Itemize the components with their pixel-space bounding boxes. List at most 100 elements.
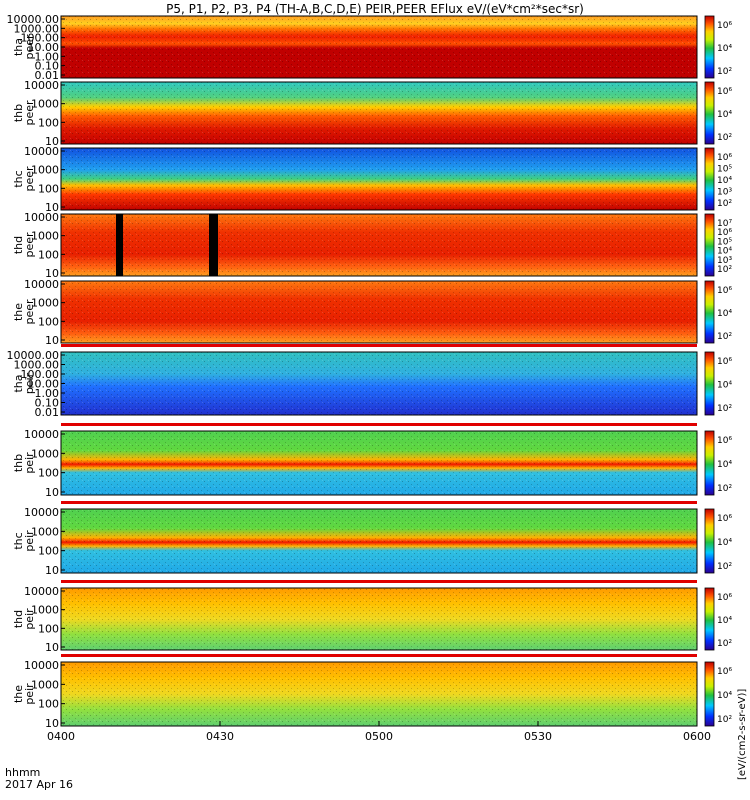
- y-tick-label: 100.00: [21, 368, 60, 381]
- colorbar-tick-label: 10⁶: [717, 593, 732, 603]
- colorbar-tick-label: 10²: [717, 715, 732, 725]
- colorbar-tick-label: 10⁶: [717, 667, 732, 677]
- x-tick-label: 0500: [365, 730, 393, 743]
- spectrogram-texture: [61, 588, 697, 650]
- colorbar-tick-label: 10⁴: [717, 538, 732, 548]
- colorbar-tick-label: 10⁶: [717, 514, 732, 524]
- panel-label: peir: [23, 683, 36, 705]
- y-tick-label: 10: [45, 486, 59, 499]
- y-tick-label: 10000: [24, 145, 59, 158]
- colorbar-tick-label: 10⁶: [717, 436, 732, 446]
- colorbar: [704, 81, 715, 145]
- colorbar: [704, 587, 715, 651]
- colorbar-tick-label: 10²: [717, 133, 732, 143]
- panel-label: peir: [23, 452, 36, 474]
- y-tick-label: 10000: [24, 585, 59, 598]
- spectrogram-texture: [61, 214, 697, 276]
- y-tick-label: 10: [45, 717, 59, 730]
- data-gap-bar: [116, 214, 123, 276]
- panel-label: thc: [12, 170, 25, 187]
- y-tick-label: 10000: [24, 506, 59, 519]
- x-tick-label: 0600: [683, 730, 711, 743]
- colorbar: [704, 280, 715, 344]
- colorbar-tick-label: 10²: [717, 332, 732, 342]
- x-axis-label-line1: hhmm: [5, 766, 40, 779]
- panel-label: peir: [23, 530, 36, 552]
- y-tick-label: 100: [38, 622, 59, 635]
- colorbar-tick-label: 10⁶: [717, 357, 732, 367]
- flag-bar: [61, 580, 697, 583]
- y-tick-label: 100: [38, 182, 59, 195]
- y-tick-label: 0.01: [35, 69, 60, 82]
- y-tick-label: 1000: [31, 525, 59, 538]
- colorbar-tick-label: 10⁴: [717, 460, 732, 470]
- y-tick-label: 10: [45, 641, 59, 654]
- colorbar: [704, 661, 715, 727]
- figure-title: P5, P1, P2, P3, P4 (TH-A,B,C,D,E) PEIR,P…: [166, 2, 584, 16]
- y-tick-label: 1000: [31, 604, 59, 617]
- colorbar-tick-label: 10⁵: [717, 237, 732, 247]
- y-tick-label: 10000.00: [7, 13, 60, 26]
- colorbar-tick-label: 10²: [717, 639, 732, 649]
- y-tick-label: 10: [45, 267, 59, 280]
- y-tick-label: 10000: [24, 659, 59, 672]
- colorbar-tick-label: 10⁶: [717, 87, 732, 97]
- y-tick-label: 10000: [24, 278, 59, 291]
- x-tick-label: 0400: [47, 730, 75, 743]
- y-tick-label: 100.00: [21, 32, 60, 45]
- y-tick-label: 10000: [24, 428, 59, 441]
- y-tick-label: 1000: [31, 678, 59, 691]
- flag-bar: [61, 654, 697, 657]
- colorbar: [704, 351, 715, 416]
- colorbar-tick-label: 10⁶: [717, 21, 732, 31]
- panel-frame: [60, 587, 698, 651]
- panel-label: thd: [12, 610, 25, 628]
- y-tick-label: 0.10: [35, 397, 60, 410]
- panel-label: peer: [23, 232, 36, 258]
- y-tick-label: 1.00: [35, 387, 60, 400]
- colorbar: [704, 147, 715, 211]
- y-tick-label: 100: [38, 315, 59, 328]
- spectrogram-texture: [61, 662, 697, 726]
- panel-frame: [60, 430, 698, 496]
- panel-label: peer: [23, 299, 36, 325]
- panel-frame: [60, 508, 698, 574]
- y-tick-label: 100: [38, 545, 59, 558]
- flag-bar: [61, 423, 697, 426]
- y-tick-label: 10: [45, 334, 59, 347]
- y-tick-label: 100: [38, 248, 59, 261]
- colorbar-tick-label: 10²: [717, 67, 732, 77]
- y-tick-label: 10: [45, 201, 59, 214]
- panel-label: thb: [12, 454, 25, 472]
- colorbar: [704, 213, 715, 277]
- y-tick-label: 10.00: [28, 378, 60, 391]
- y-tick-label: 10000.00: [7, 349, 60, 362]
- spectrogram-texture: [61, 352, 697, 415]
- colorbar-tick-label: 10²: [717, 484, 732, 494]
- y-tick-label: 1000: [31, 164, 59, 177]
- colorbar-tick-label: 10⁴: [717, 176, 732, 186]
- colorbar-tick-label: 10³: [717, 256, 732, 266]
- colorbar-tick-label: 10³: [717, 188, 732, 198]
- x-axis: hhmm 2017 Apr 16: [5, 766, 73, 791]
- colorbar-label: [eV/(cm2-s-sr-eV)]: [737, 689, 748, 780]
- x-axis-label-line2: 2017 Apr 16: [5, 778, 73, 791]
- colorbar: [704, 430, 715, 496]
- panel-label: thb: [12, 104, 25, 122]
- colorbar: [704, 508, 715, 574]
- y-tick-label: 1.00: [35, 50, 60, 63]
- panel-frame: [60, 213, 698, 277]
- colorbar-tick-label: 10⁶: [717, 228, 732, 238]
- data-gap-bar: [209, 214, 218, 276]
- y-tick-label: 0.01: [35, 406, 60, 419]
- y-tick-label: 100: [38, 116, 59, 129]
- colorbar-tick-label: 10⁴: [717, 247, 732, 257]
- y-tick-label: 1000: [31, 230, 59, 243]
- colorbar-tick-label: 10⁵: [717, 165, 732, 175]
